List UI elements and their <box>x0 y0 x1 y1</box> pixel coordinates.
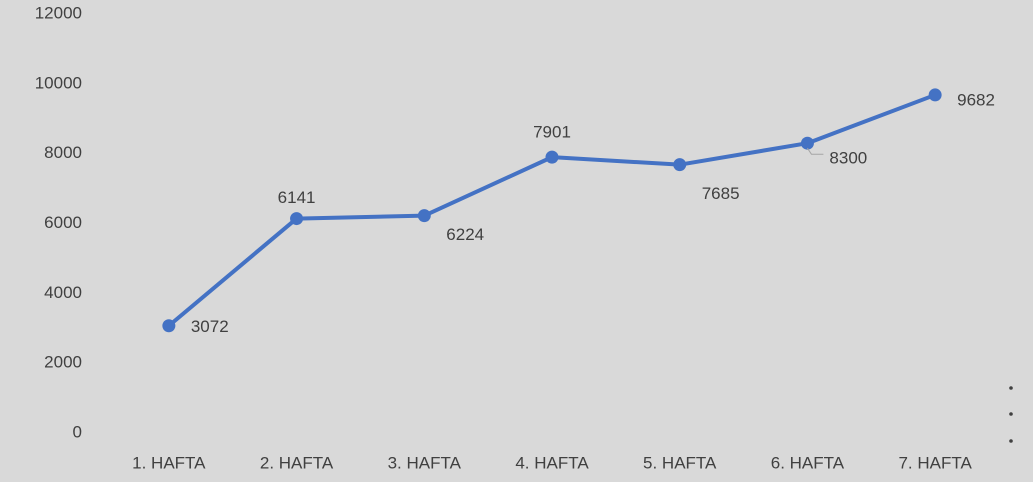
y-tick-label: 2000 <box>44 353 82 372</box>
y-tick-label: 12000 <box>35 3 82 22</box>
x-tick-label: 5. HAFTA <box>643 453 717 472</box>
x-tick-label: 4. HAFTA <box>515 453 589 472</box>
data-label: 3072 <box>191 317 229 336</box>
marker <box>290 212 304 226</box>
leader-line <box>807 147 824 155</box>
data-label: 6141 <box>278 188 316 207</box>
x-tick-label: 6. HAFTA <box>771 453 845 472</box>
data-label: 6224 <box>446 225 484 244</box>
marker <box>162 319 176 333</box>
marker <box>545 150 559 164</box>
x-tick-label: 2. HAFTA <box>260 453 334 472</box>
dot <box>1009 386 1013 390</box>
dot <box>1009 412 1013 416</box>
marker <box>417 209 431 223</box>
y-tick-label: 10000 <box>35 73 82 92</box>
x-tick-label: 1. HAFTA <box>132 453 206 472</box>
x-tick-label: 7. HAFTA <box>898 453 972 472</box>
data-label: 7685 <box>702 184 740 203</box>
y-tick-label: 0 <box>73 422 82 441</box>
y-tick-label: 6000 <box>44 213 82 232</box>
data-label: 7901 <box>533 123 571 142</box>
x-tick-label: 3. HAFTA <box>388 453 462 472</box>
menu-dots <box>1009 386 1013 443</box>
marker <box>928 88 942 102</box>
data-label: 8300 <box>829 149 867 168</box>
marker <box>673 158 687 172</box>
marker <box>800 136 814 150</box>
y-tick-label: 8000 <box>44 143 82 162</box>
data-label: 9682 <box>957 90 995 109</box>
dot <box>1009 439 1013 443</box>
y-tick-label: 4000 <box>44 283 82 302</box>
